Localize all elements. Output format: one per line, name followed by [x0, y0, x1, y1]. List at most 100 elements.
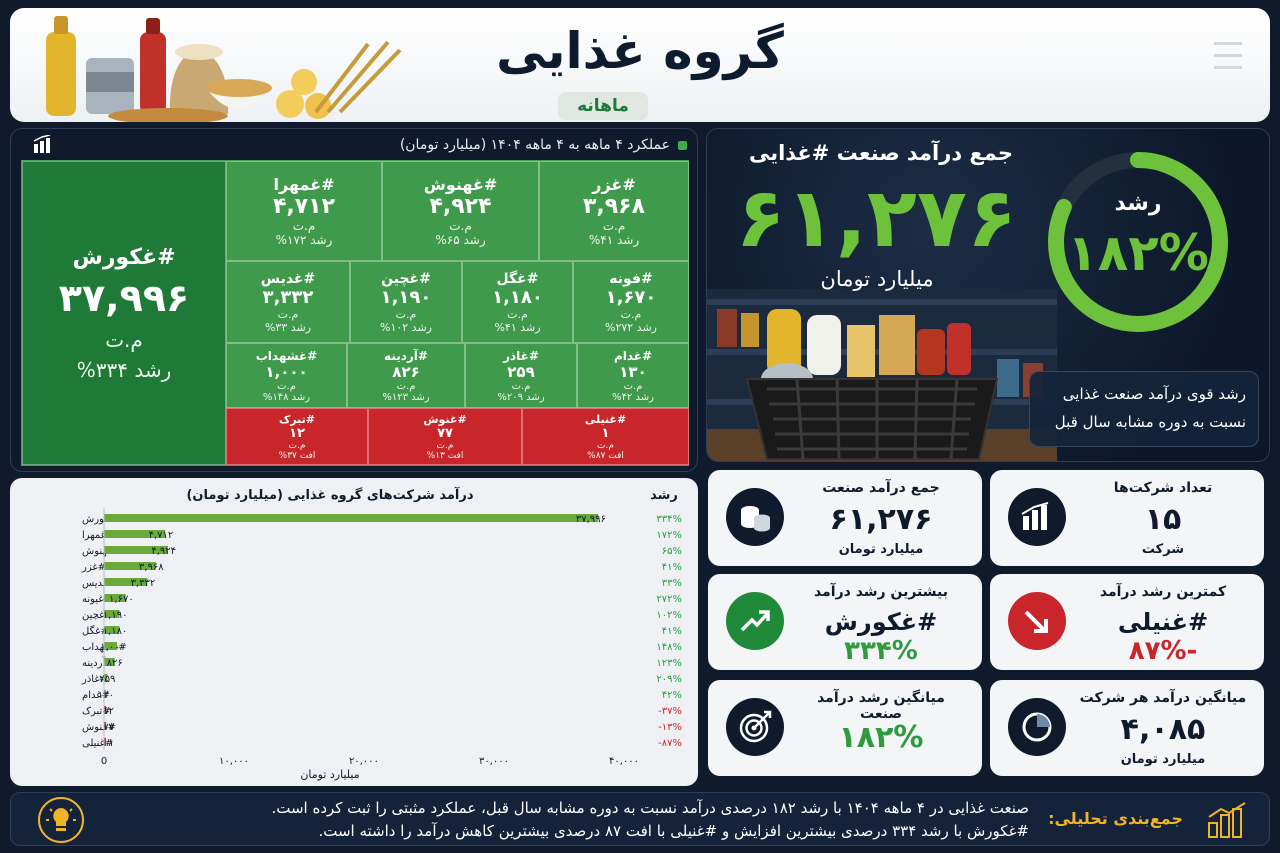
bar-value-label: ۴,۷۱۲	[149, 530, 174, 541]
kpi-value: ۶۱,۲۷۶	[829, 502, 933, 537]
treemap-cell-unit: م.ت	[449, 219, 472, 233]
bar	[104, 706, 106, 714]
x-tick-label: ۳۰,۰۰۰	[479, 756, 509, 767]
growth-label: ۱۲۳%	[656, 658, 682, 669]
treemap-cell-growth: رشد ۴۱%	[494, 320, 541, 334]
x-axis-label: میلیارد تومان	[300, 768, 359, 781]
treemap-cell-value: ۳,۳۳۲	[262, 286, 314, 308]
x-tick-label: ۲۰,۰۰۰	[349, 756, 379, 767]
treemap-cell-unit: م.ت	[597, 440, 614, 451]
treemap-cell-unit: م.ت	[395, 307, 417, 321]
treemap-cell-value: ۴,۷۱۲	[272, 194, 336, 219]
treemap-cell-value: ۱,۰۰۰	[265, 362, 308, 381]
hero-note: رشد قوی درآمد صنعت غذایی نسبت به دوره مش…	[1029, 371, 1259, 447]
caption-bullet-icon	[678, 140, 687, 150]
target-icon	[726, 698, 784, 756]
hero-total-value: ۶۱,۲۷۶	[735, 171, 1017, 266]
bar	[104, 642, 117, 650]
bar-value-label: ۱	[109, 738, 114, 749]
kpi-sub: میلیارد تومان	[1120, 752, 1206, 767]
treemap-cell-name: #تبرک	[279, 412, 315, 426]
growth-label: ۱۴۸%	[656, 642, 682, 653]
treemap-cell-growth: رشد ۶۵%	[435, 233, 486, 247]
treemap-cell: #غمهرا ۴,۷۱۲ م.ت رشد ۱۷۲%	[226, 161, 382, 261]
kpi-label: بیشترین رشد درآمد	[814, 584, 948, 600]
kpi-value: ۴,۰۸۵	[1120, 712, 1206, 747]
growth-label: ۲۰۹%	[656, 674, 682, 685]
growth-label: ۴۲%	[662, 690, 682, 701]
treemap-cell-unit: م.ت	[292, 219, 316, 233]
treemap-cell: #غدام ۱۳۰ م.ت رشد ۴۲%	[577, 343, 689, 408]
treemap-cell-value: ۱	[601, 425, 610, 441]
summary-line: صنعت غذایی در ۴ ماهه ۱۴۰۴ با رشد ۱۸۲ درص…	[271, 799, 1029, 817]
treemap-cell: #غگل ۱,۱۸۰ م.ت رشد ۴۱%	[462, 261, 573, 343]
treemap-cell-unit: م.ت	[288, 440, 306, 451]
hero-unit: میلیارد تومان	[820, 267, 934, 291]
coins-icon	[726, 488, 784, 546]
kpi-percent: ۳۳۴%	[844, 636, 918, 666]
kpi-avg-growth: میانگین رشد درآمد صنعت ۱۸۲%	[708, 680, 982, 776]
kpi-highest-growth: بیشترین رشد درآمد #غکورش ۳۳۴%	[708, 574, 982, 670]
bar-value-label: ۱,۶۷۰	[109, 594, 134, 605]
category-label: #غهنوش	[82, 546, 121, 557]
bar	[104, 738, 106, 746]
kpi-label: تعداد شرکت‌ها	[1113, 480, 1213, 496]
growth-label: ۳۳۴%	[656, 514, 682, 525]
treemap-cell: #غزر ۳,۹۶۸ م.ت رشد ۴۱%	[539, 161, 689, 261]
bar	[104, 690, 106, 698]
kpi-label: میانگین درآمد هر شرکت	[1079, 690, 1247, 706]
treemap-cell-value: ۸۲۶	[392, 362, 420, 381]
treemap-cell: #آردینه ۸۲۶ م.ت رشد ۱۲۳%	[347, 343, 465, 408]
treemap-cell-unit: م.ت	[396, 380, 416, 392]
category-label: #غدیس	[82, 578, 116, 589]
treemap-cell-unit: م.ت	[105, 327, 143, 352]
bar-value-label: ۲۵۹	[99, 674, 115, 685]
growth-ring	[1048, 152, 1228, 332]
treemap-cell-growth: رشد ۲۰۹%	[497, 391, 545, 403]
shopping-basket-image	[707, 289, 1057, 461]
growth-label: ۴۱%	[662, 626, 682, 637]
treemap-cell-name: #فونه	[609, 270, 653, 287]
growth-ring-value: ۱۸۲%	[1067, 224, 1209, 282]
treemap-cell-name: #غزر	[592, 175, 636, 194]
treemap-cell-unit: م.ت	[277, 307, 299, 321]
kpi-value: ۱۸۲%	[838, 720, 924, 755]
treemap-cell-growth: رشد ۳۳۴%	[76, 357, 172, 382]
growth-column-header: رشد	[650, 488, 678, 503]
trend-down-icon	[1008, 592, 1066, 650]
revenue-bar-chart-panel: درآمد شرکت‌های گروه غذایی (میلیارد تومان…	[10, 478, 698, 786]
growth-label: -۸۷%	[658, 738, 682, 749]
treemap-cell-growth: رشد ۳۳%	[264, 320, 312, 334]
kpi-label: میانگین رشد درآمد صنعت	[817, 690, 945, 722]
treemap-cell-growth: افت ۳۷%	[278, 450, 316, 461]
growth-label: ۴۱%	[662, 562, 682, 573]
treemap-cell-value: ۱,۶۷۰	[605, 286, 657, 308]
treemap-cell-unit: م.ت	[623, 380, 643, 392]
kpi-company-count: تعداد شرکت‌ها ۱۵ شرکت	[990, 470, 1264, 566]
treemap-caption-text: عملکرد ۴ ماهه به ۴ ماهه ۱۴۰۴ (میلیارد تو…	[399, 137, 670, 153]
treemap-cell-value: ۴,۹۲۴	[429, 194, 492, 219]
treemap-cell: #غچین ۱,۱۹۰ م.ت رشد ۱۰۲%	[350, 261, 462, 343]
bar	[104, 530, 166, 538]
treemap-cell-value: ۲۵۹	[507, 362, 535, 381]
category-label: #غمهرا	[82, 530, 114, 541]
food-illustration	[46, 16, 402, 122]
treemap-cell-growth: افت ۸۷%	[587, 450, 624, 461]
bar	[104, 562, 156, 570]
kpi-company-name: #غنیلی	[1117, 608, 1209, 636]
growth-label: ۲۷۲%	[656, 594, 682, 605]
treemap-cell-unit: م.ت	[507, 307, 528, 321]
treemap-cell-name: #غچین	[381, 270, 431, 287]
treemap-cell-name: #غنوش	[423, 412, 467, 426]
bar-value-label: ۳,۹۶۸	[139, 562, 164, 573]
kpi-avg-company-revenue: میانگین درآمد هر شرکت ۴,۰۸۵ میلیارد توما…	[990, 680, 1264, 776]
summary-label: جمع‌بندی تحلیلی:	[1048, 809, 1183, 828]
summary-line: #غکورش با رشد ۳۳۴ درصدی بیشترین افزایش و…	[318, 822, 1029, 840]
kpi-sub: شرکت	[1141, 542, 1185, 557]
treemap-cell-name: #غکورش	[72, 244, 176, 270]
bar-value-label: ۱,۱۹۰	[103, 610, 128, 621]
category-label: #تبرک	[82, 706, 111, 717]
category-label: #غدام	[82, 690, 110, 701]
hero-note-line: رشد قوی درآمد صنعت غذایی	[1062, 385, 1246, 403]
category-label: #غنیلی	[82, 738, 113, 749]
